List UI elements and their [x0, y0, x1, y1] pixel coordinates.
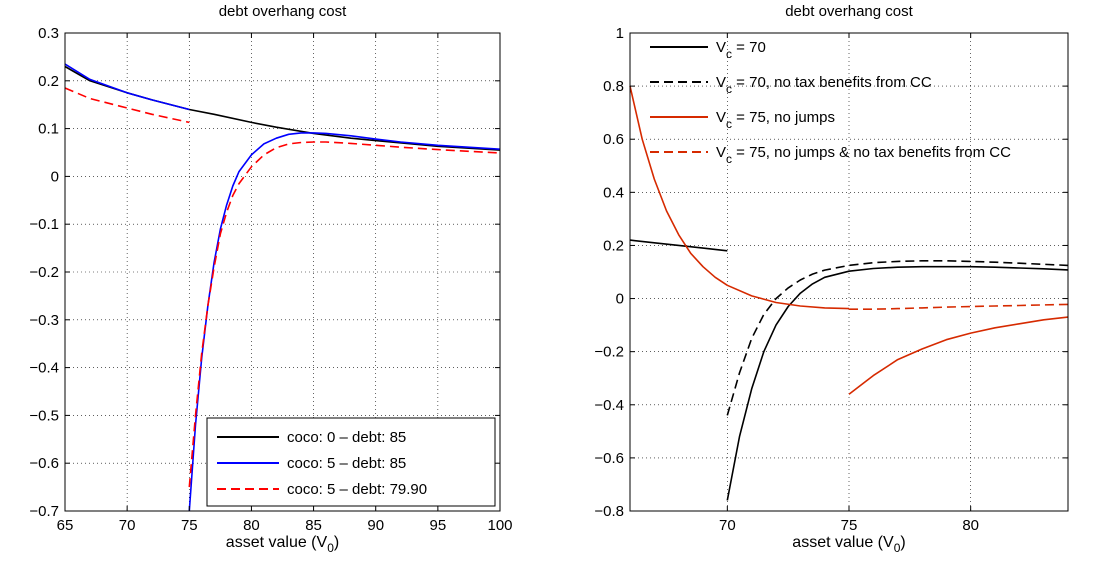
- y-tick-label: 0.8: [603, 78, 624, 95]
- series-3-line: [629, 85, 850, 310]
- y-tick-label: 0.6: [603, 131, 624, 148]
- series-4-line: [849, 303, 1069, 311]
- x-tick-label: 85: [305, 517, 322, 534]
- y-tick-label: −0.4: [29, 360, 59, 377]
- series-2-line: [726, 259, 1069, 416]
- legend-label: Vc = 75, no jumps & no tax benefits from…: [716, 144, 1011, 166]
- chart-panel-2: debt overhang cost 70 75 80 1 0.8 0.6 0.4 0.2 0 −0…: [594, 3, 1069, 555]
- series-lines: [629, 85, 1069, 501]
- legend-label: coco: 5 – debt: 85: [287, 455, 406, 472]
- gridlines: [630, 33, 1068, 511]
- x-tick-label: 95: [430, 517, 447, 534]
- series-3-line: [848, 316, 1069, 395]
- legend-label: coco: 5 – debt: 79.90: [287, 481, 427, 498]
- legend-label: Vc = 70: [716, 39, 766, 61]
- y-tick-label: 0.2: [603, 237, 624, 254]
- legend-label: coco: 0 – debt: 85: [287, 429, 406, 446]
- x-axis-label: asset value (V0): [226, 534, 339, 555]
- y-tick-label: 0.3: [38, 25, 59, 42]
- legend: coco: 0 – debt: 85 coco: 5 – debt: 85 coco…: [206, 417, 496, 507]
- series-1-line: [64, 65, 501, 151]
- y-tick-label: −0.6: [29, 455, 59, 472]
- y-tick-label: −0.1: [29, 216, 59, 233]
- x-tick-label: 90: [367, 517, 384, 534]
- y-tick-label: −0.8: [594, 503, 624, 520]
- y-tick-label: −0.4: [594, 397, 624, 414]
- series-3-line: [188, 141, 501, 488]
- y-tick-label: 0.2: [38, 73, 59, 90]
- y-tick-label: 0.1: [38, 121, 59, 138]
- x-tick-label: 75: [181, 517, 198, 534]
- y-tick-label: −0.3: [29, 312, 59, 329]
- tick-labels: 70 75 80 1 0.8 0.6 0.4 0.2 0 −0.2 −0.4 −0.6 −0.8: [594, 25, 1068, 534]
- y-tick-label: 0.4: [603, 184, 624, 201]
- y-tick-label: −0.7: [29, 503, 59, 520]
- y-tick-label: −0.5: [29, 407, 59, 424]
- x-axis-label: asset value (V0): [792, 534, 905, 555]
- series-3-line: [64, 87, 190, 124]
- y-tick-label: 1: [616, 25, 624, 42]
- chart-title: debt overhang cost: [785, 3, 913, 20]
- y-tick-label: 0: [616, 291, 624, 308]
- series-2-line: [64, 63, 190, 111]
- x-tick-label: 65: [57, 517, 74, 534]
- tick-labels: 65 70 75 80 85 90 95 100 0.3 0.2 0.1 0 −0.1 −0.2 −0.3 −…: [29, 25, 512, 534]
- legend-label: Vc = 75, no jumps: [716, 109, 835, 131]
- series-lines: [64, 63, 501, 512]
- x-tick-label: 100: [487, 517, 512, 534]
- gridlines: [65, 33, 500, 511]
- x-tick-label: 80: [243, 517, 260, 534]
- x-tick-label: 80: [962, 517, 979, 534]
- y-tick-label: −0.6: [594, 450, 624, 467]
- y-tick-label: 0: [51, 168, 59, 185]
- legend: Vc = 70 Vc = 70, no tax benefits from CC V…: [650, 39, 1011, 166]
- y-tick-label: −0.2: [29, 264, 59, 281]
- chart-title: debt overhang cost: [219, 3, 347, 20]
- x-tick-label: 70: [719, 517, 736, 534]
- x-tick-label: 75: [841, 517, 858, 534]
- chart-panel-1: debt overhang cost 65 70 75 80 85 90 95 100 0.3 0.…: [29, 3, 512, 555]
- series-1-line: [629, 239, 728, 252]
- series-1-line: [726, 265, 1069, 501]
- x-tick-label: 70: [119, 517, 136, 534]
- y-tick-label: −0.2: [594, 344, 624, 361]
- legend-label: Vc = 70, no tax benefits from CC: [716, 74, 932, 96]
